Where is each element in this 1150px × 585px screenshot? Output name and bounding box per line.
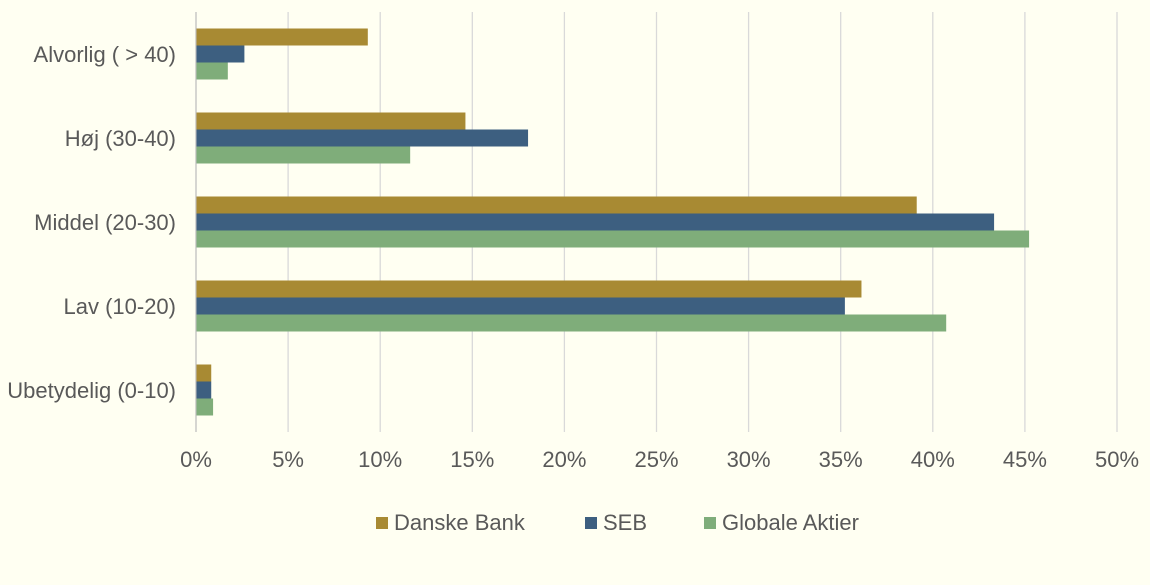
bar-globale-aktier (196, 314, 947, 332)
legend-label: Globale Aktier (722, 510, 859, 535)
bar-danske-bank (196, 364, 212, 382)
category-label: Alvorlig ( > 40) (34, 42, 176, 67)
tick-label: 20% (542, 447, 586, 472)
bar-danske-bank (196, 280, 862, 298)
category-label: Middel (20-30) (34, 210, 176, 235)
tick-label: 30% (727, 447, 771, 472)
bar-danske-bank (196, 28, 368, 46)
value-axis: 0% 5% 10% 15% 20% 25% 30% 35% 40% 45% 50% (180, 447, 1139, 472)
legend: Danske Bank SEB Globale Aktier (376, 510, 859, 535)
bar-seb (196, 129, 529, 147)
tick-label: 5% (272, 447, 304, 472)
bars (196, 28, 1030, 416)
legend-label: SEB (603, 510, 647, 535)
bar-seb (196, 45, 245, 63)
bar-globale-aktier (196, 398, 214, 416)
bar-seb (196, 381, 212, 399)
bar-danske-bank (196, 196, 917, 214)
category-label: Ubetydelig (0-10) (7, 378, 176, 403)
bar-globale-aktier (196, 62, 228, 80)
tick-label: 50% (1095, 447, 1139, 472)
tick-label: 40% (911, 447, 955, 472)
tick-label: 35% (819, 447, 863, 472)
tick-label: 0% (180, 447, 212, 472)
category-axis: Alvorlig ( > 40) Høj (30-40) Middel (20-30… (7, 42, 176, 403)
legend-label: Danske Bank (394, 510, 526, 535)
tick-label: 45% (1003, 447, 1047, 472)
bar-danske-bank (196, 112, 466, 130)
category-label: Høj (30-40) (65, 126, 176, 151)
bar-seb (196, 297, 845, 315)
bar-globale-aktier (196, 146, 411, 164)
legend-swatch (585, 517, 597, 529)
bar-seb (196, 213, 995, 231)
tick-label: 15% (450, 447, 494, 472)
legend-swatch (704, 517, 716, 529)
tick-label: 10% (358, 447, 402, 472)
bar-globale-aktier (196, 230, 1030, 248)
tick-label: 25% (634, 447, 678, 472)
legend-swatch (376, 517, 388, 529)
category-label: Lav (10-20) (63, 294, 176, 319)
